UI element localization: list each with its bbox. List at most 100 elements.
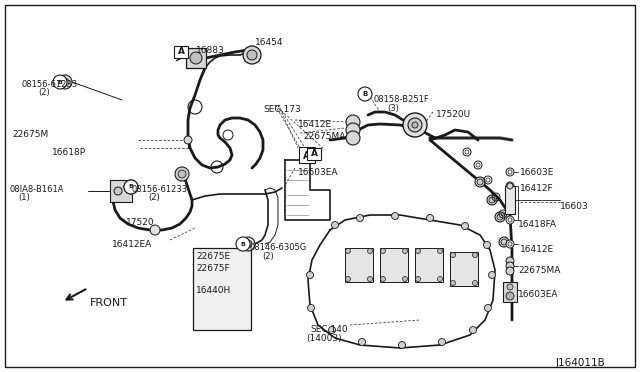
Circle shape bbox=[61, 78, 69, 86]
Circle shape bbox=[506, 182, 514, 190]
Circle shape bbox=[408, 118, 422, 132]
Circle shape bbox=[488, 272, 495, 279]
Bar bbox=[380, 248, 408, 282]
Text: SEC.140: SEC.140 bbox=[310, 325, 348, 334]
Text: 17520U: 17520U bbox=[436, 110, 471, 119]
Text: (2): (2) bbox=[148, 193, 160, 202]
Circle shape bbox=[477, 179, 483, 185]
Circle shape bbox=[403, 248, 408, 253]
Circle shape bbox=[328, 327, 335, 334]
Circle shape bbox=[241, 237, 255, 251]
Circle shape bbox=[472, 280, 477, 285]
Circle shape bbox=[470, 327, 477, 334]
Circle shape bbox=[381, 276, 385, 282]
Text: 22675MA: 22675MA bbox=[303, 132, 346, 141]
Circle shape bbox=[501, 239, 507, 245]
Circle shape bbox=[412, 122, 418, 128]
Text: 22675F: 22675F bbox=[196, 264, 230, 273]
Circle shape bbox=[506, 267, 514, 275]
Text: SEC.173: SEC.173 bbox=[263, 105, 301, 114]
Circle shape bbox=[472, 253, 477, 257]
Circle shape bbox=[184, 136, 192, 144]
Text: 08IA8-B161A: 08IA8-B161A bbox=[10, 185, 65, 194]
Circle shape bbox=[495, 212, 505, 222]
Text: A: A bbox=[177, 48, 184, 57]
Bar bbox=[415, 248, 443, 282]
Circle shape bbox=[307, 305, 314, 311]
Circle shape bbox=[346, 131, 360, 145]
Circle shape bbox=[127, 183, 135, 191]
Circle shape bbox=[497, 214, 503, 220]
Circle shape bbox=[507, 183, 513, 189]
Bar bbox=[299, 147, 315, 163]
Text: 16412E: 16412E bbox=[298, 120, 332, 129]
Text: (1): (1) bbox=[18, 193, 29, 202]
Text: A: A bbox=[303, 151, 311, 161]
Text: B: B bbox=[129, 185, 133, 189]
Text: 16440H: 16440H bbox=[196, 286, 231, 295]
Circle shape bbox=[451, 280, 456, 285]
Text: 16603E: 16603E bbox=[520, 168, 554, 177]
Text: B: B bbox=[58, 80, 63, 84]
Circle shape bbox=[506, 216, 514, 224]
Circle shape bbox=[381, 248, 385, 253]
Circle shape bbox=[506, 240, 514, 248]
Circle shape bbox=[438, 248, 442, 253]
Circle shape bbox=[484, 305, 492, 311]
Circle shape bbox=[346, 248, 351, 253]
Bar bbox=[307, 148, 321, 160]
Circle shape bbox=[399, 341, 406, 349]
Circle shape bbox=[243, 46, 261, 64]
Circle shape bbox=[507, 284, 513, 290]
Text: (2): (2) bbox=[262, 252, 274, 261]
Circle shape bbox=[247, 50, 257, 60]
Circle shape bbox=[244, 240, 252, 248]
Text: FRONT: FRONT bbox=[90, 298, 128, 308]
Circle shape bbox=[487, 195, 497, 205]
Circle shape bbox=[415, 276, 420, 282]
Text: 16603: 16603 bbox=[560, 202, 589, 211]
Text: 22675E: 22675E bbox=[196, 252, 230, 261]
Text: B: B bbox=[241, 241, 245, 247]
Circle shape bbox=[346, 115, 360, 129]
Bar bbox=[505, 186, 515, 214]
Circle shape bbox=[124, 180, 138, 194]
Circle shape bbox=[236, 237, 250, 251]
Circle shape bbox=[426, 215, 433, 221]
Circle shape bbox=[114, 187, 122, 195]
Text: 08158-B251F: 08158-B251F bbox=[374, 95, 429, 104]
Bar bbox=[186, 48, 206, 68]
Text: 16412F: 16412F bbox=[520, 184, 554, 193]
Text: J164011B: J164011B bbox=[556, 358, 605, 368]
Circle shape bbox=[499, 237, 509, 247]
Text: 22675MA: 22675MA bbox=[518, 266, 561, 275]
Text: 08146-6305G: 08146-6305G bbox=[250, 243, 307, 252]
Text: 16883: 16883 bbox=[196, 46, 225, 55]
Text: A: A bbox=[310, 150, 317, 158]
Bar bbox=[450, 252, 478, 286]
Circle shape bbox=[346, 276, 351, 282]
Circle shape bbox=[415, 248, 420, 253]
Text: (2): (2) bbox=[38, 88, 50, 97]
Bar bbox=[345, 248, 373, 282]
Circle shape bbox=[150, 225, 160, 235]
Text: 16603EA: 16603EA bbox=[298, 168, 339, 177]
Circle shape bbox=[358, 87, 372, 101]
Circle shape bbox=[175, 167, 189, 181]
Circle shape bbox=[190, 52, 202, 64]
Circle shape bbox=[367, 276, 372, 282]
Circle shape bbox=[475, 177, 485, 187]
Text: 22675M: 22675M bbox=[12, 130, 48, 139]
Text: 08156-61233: 08156-61233 bbox=[132, 185, 188, 194]
Text: 17520: 17520 bbox=[126, 218, 155, 227]
Circle shape bbox=[356, 215, 364, 221]
Circle shape bbox=[461, 222, 468, 230]
Text: B: B bbox=[362, 91, 367, 97]
Bar bbox=[503, 282, 517, 302]
Circle shape bbox=[403, 276, 408, 282]
Text: 16418FA: 16418FA bbox=[518, 220, 557, 229]
Circle shape bbox=[438, 276, 442, 282]
Circle shape bbox=[307, 272, 314, 279]
Circle shape bbox=[332, 221, 339, 228]
Circle shape bbox=[58, 75, 72, 89]
